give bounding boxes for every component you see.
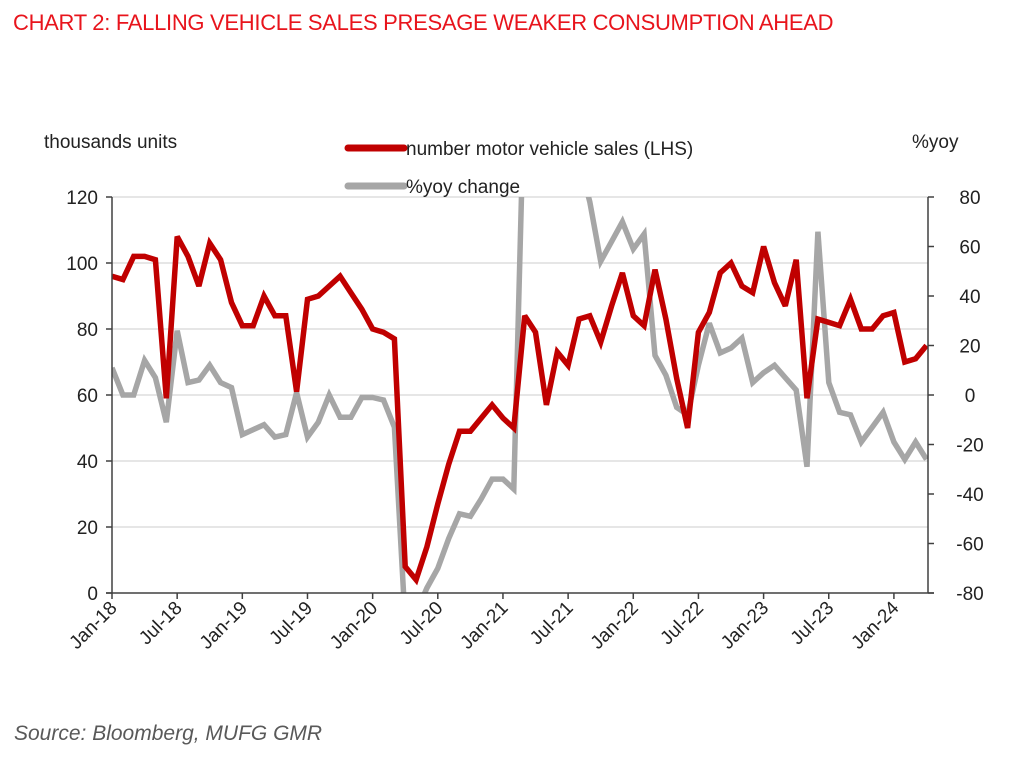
right-tick-label: -60 <box>956 535 983 556</box>
right-tick-label: 80 <box>959 188 980 209</box>
right-tick-label: 0 <box>965 386 976 407</box>
series-line-yoy <box>112 197 928 593</box>
x-tick-label: Jan-22 <box>587 598 643 654</box>
x-tick-label: Jan-19 <box>196 598 252 654</box>
left-axis-title: thousands units <box>44 132 177 153</box>
x-tick-label: Jan-18 <box>66 598 122 654</box>
series-layer <box>112 197 928 593</box>
left-tick-label: 0 <box>87 584 98 605</box>
left-tick-label: 120 <box>66 188 98 209</box>
left-tick-label: 80 <box>77 320 98 341</box>
x-tick-label: Jul-23 <box>787 598 838 649</box>
legend: number motor vehicle sales (LHS) %yoy ch… <box>344 139 693 198</box>
x-tick-label: Jul-22 <box>657 598 708 649</box>
left-tick-label: 100 <box>66 254 98 275</box>
x-tick-label: Jan-20 <box>326 598 382 654</box>
series-line-sales <box>112 235 928 586</box>
x-tick-label: Jul-21 <box>526 598 577 649</box>
x-tick-label: Jul-18 <box>135 598 186 649</box>
chart-title: CHART 2: FALLING VEHICLE SALES PRESAGE W… <box>13 10 834 35</box>
x-tick-label: Jan-23 <box>717 598 773 654</box>
x-tick-label: Jul-20 <box>396 598 447 649</box>
right-tick-label: -80 <box>956 584 983 605</box>
right-tick-label: 60 <box>959 238 980 259</box>
legend-label-yoy: %yoy change <box>406 177 520 198</box>
right-tick-label: -20 <box>956 436 983 457</box>
right-tick-label: 20 <box>959 337 980 358</box>
right-axis-title: %yoy <box>912 132 959 153</box>
right-axis-ticks: -80 -60 -40 -20 0 20 40 60 80 <box>928 188 984 605</box>
left-tick-label: 60 <box>77 386 98 407</box>
right-tick-label: 40 <box>959 287 980 308</box>
right-tick-label: -40 <box>956 485 983 506</box>
left-axis-ticks: 0 20 40 60 80 100 120 <box>66 188 112 605</box>
x-axis-ticks: Jan-18 Jul-18 Jan-19 Jul-19 Jan-20 Jul-20 Jan-… <box>66 593 904 654</box>
x-tick-label: Jan-21 <box>457 598 513 654</box>
left-tick-label: 20 <box>77 518 98 539</box>
x-tick-label: Jul-19 <box>266 598 317 649</box>
x-tick-label: Jan-24 <box>848 597 904 653</box>
legend-label-sales: number motor vehicle sales (LHS) <box>406 139 693 160</box>
source-note: Source: Bloomberg, MUFG GMR <box>14 722 323 745</box>
left-tick-label: 40 <box>77 452 98 473</box>
